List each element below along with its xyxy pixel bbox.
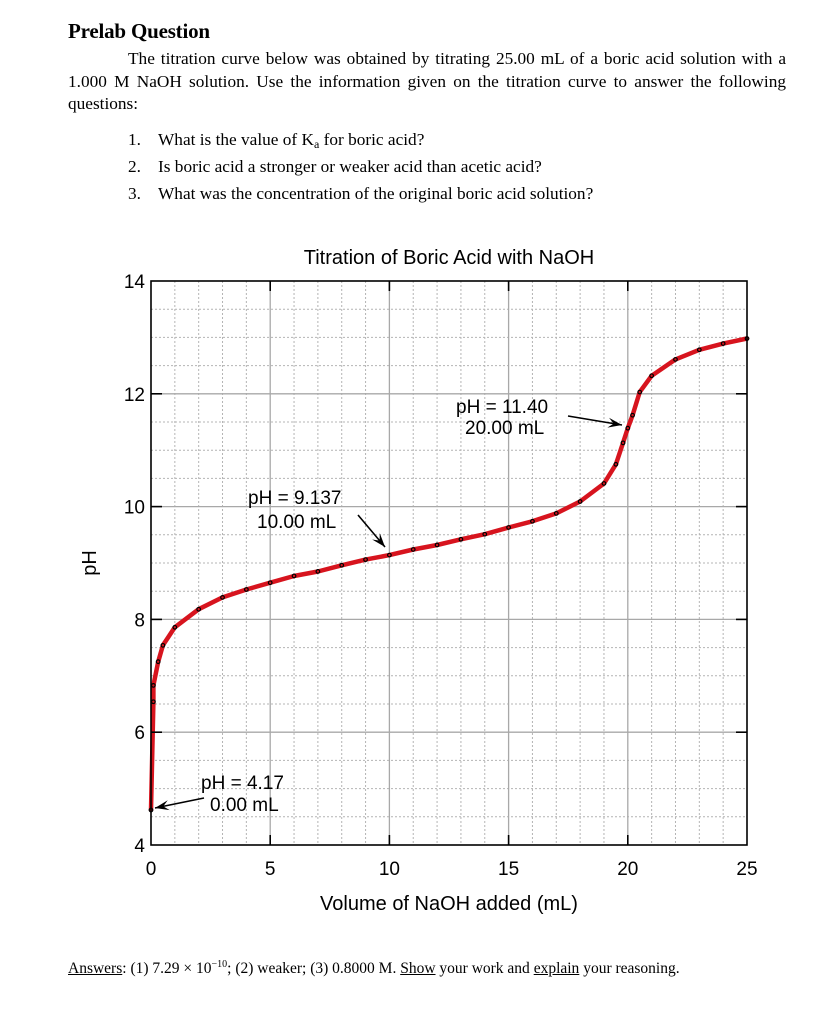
y-tick-label: 14 — [124, 272, 146, 293]
x-tick-label: 25 — [736, 859, 757, 880]
data-point-marker — [196, 606, 202, 612]
arrowhead-icon — [372, 533, 385, 547]
annotation-arrow — [567, 415, 623, 426]
x-tick-label: 10 — [379, 859, 400, 880]
y-tick-label: 8 — [134, 610, 145, 631]
data-point-marker — [155, 659, 161, 665]
answers-colon: : — [122, 960, 127, 977]
data-point-marker — [720, 341, 726, 347]
y-axis-label: pH — [79, 550, 101, 576]
data-point-marker — [363, 557, 368, 563]
answer-1-prefix: (1) 7.29 × 10 — [126, 960, 212, 977]
answers-label: Answers — [68, 960, 123, 977]
annotation-volume: 10.00 mL — [257, 512, 336, 533]
data-point-marker — [620, 440, 626, 446]
plot-frame — [150, 280, 748, 846]
annotation-volume: 20.00 mL — [465, 418, 544, 439]
ka-subscript: a — [313, 137, 320, 151]
data-point-marker — [673, 356, 678, 362]
answers-end: your reasoning. — [579, 960, 680, 977]
page-heading: Prelab Question — [68, 19, 210, 43]
data-point-marker — [267, 580, 273, 586]
data-point-marker — [482, 531, 488, 537]
question-number: 3. — [128, 184, 141, 203]
y-tick-label: 4 — [134, 836, 145, 857]
titration-curve — [148, 336, 750, 813]
data-point-marker — [637, 389, 643, 395]
question-number: 2. — [128, 157, 141, 176]
question-text-end: for boric acid? — [319, 130, 425, 149]
data-point-marker — [458, 536, 464, 542]
minor-gridlines — [151, 281, 747, 845]
question-list: 1. What is the value of Ka for boric acid… — [128, 126, 593, 207]
data-point-marker — [625, 425, 631, 431]
x-axis-label: Volume of NaOH added (mL) — [320, 893, 578, 915]
question-item: 1. What is the value of Ka for boric acid… — [128, 126, 593, 153]
data-point-marker — [220, 595, 225, 600]
intro-text: The titration curve below was obtained b… — [68, 49, 786, 113]
arrowhead-icon — [155, 800, 170, 811]
annotation-ph: pH = 11.40 — [456, 397, 548, 418]
data-point-marker — [630, 412, 635, 418]
answer-1-exponent: −10 — [211, 959, 228, 970]
y-tick-label: 6 — [134, 723, 145, 744]
x-tick-label: 0 — [146, 859, 157, 880]
x-tick-label: 5 — [265, 859, 276, 880]
answers-middle: your work and — [435, 960, 534, 977]
question-text: What is the value of K — [158, 130, 314, 149]
question-text: What was the concentration of the origin… — [158, 184, 594, 203]
annotation-ph: pH = 9.137 — [248, 488, 342, 509]
x-tick-label: 15 — [498, 859, 519, 880]
data-point-marker — [160, 642, 166, 648]
plot-border — [150, 280, 748, 846]
show-word: Show — [400, 960, 436, 977]
major-gridlines — [151, 281, 747, 845]
y-tick-label: 12 — [124, 385, 145, 406]
data-point-marker — [696, 347, 702, 353]
annotation-ph: pH = 4.17 — [201, 773, 284, 794]
data-point-marker — [601, 481, 607, 486]
tick-labels: 0 5 10 15 20 25 4 6 8 10 12 14 — [124, 272, 758, 880]
data-point-marker — [387, 552, 392, 558]
curve-line — [148, 336, 750, 813]
data-point-marker — [553, 510, 559, 516]
arrowhead-icon — [607, 417, 622, 428]
chart-title: Titration of Boric Acid with NaOH — [304, 247, 594, 269]
data-point-marker — [613, 461, 619, 467]
question-item: 3. What was the concentration of the orig… — [128, 180, 593, 207]
data-point-marker — [410, 547, 416, 552]
data-point-marker — [291, 573, 297, 579]
x-tick-label: 20 — [617, 859, 638, 880]
data-point-marker — [243, 587, 249, 592]
data-point-marker — [339, 562, 345, 568]
answers-line: Answers: (1) 7.29 × 10−10; (2) weaker; (… — [68, 960, 680, 978]
y-tick-label: 10 — [124, 498, 145, 519]
question-text: Is boric acid a stronger or weaker acid … — [158, 157, 542, 176]
data-point-marker — [172, 624, 178, 630]
answers-rest: ; (2) weaker; (3) 0.8000 M. — [227, 960, 401, 977]
data-point-marker — [530, 518, 535, 524]
annotation-volume: 0.00 mL — [210, 795, 279, 816]
data-point-marker — [315, 569, 321, 574]
explain-word: explain — [533, 960, 580, 977]
data-point-marker — [649, 373, 655, 379]
data-point-marker — [434, 542, 440, 548]
question-item: 2. Is boric acid a stronger or weaker aci… — [128, 153, 593, 180]
titration-chart: Titration of Boric Acid with NaOH 0 5 10 15… — [79, 247, 758, 915]
question-number: 1. — [128, 130, 141, 149]
annotations: pH = 4.170.00 mL pH = 9.137 10.00 mL pH = 1… — [154, 397, 623, 816]
intro-paragraph: The titration curve below was obtained b… — [68, 48, 786, 116]
data-point-marker — [506, 525, 512, 530]
data-point-marker — [577, 499, 583, 504]
